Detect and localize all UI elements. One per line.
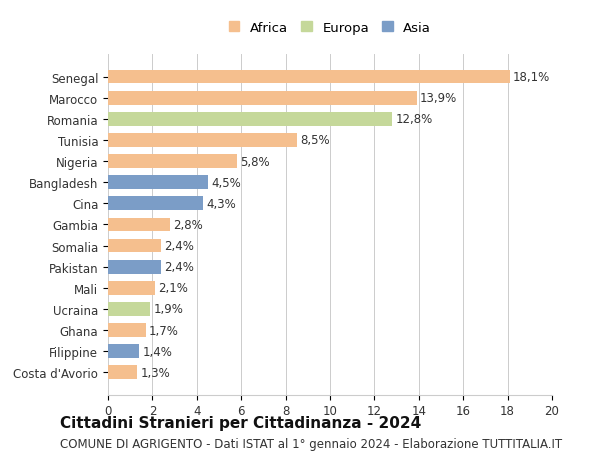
- Bar: [108, 92, 416, 105]
- Bar: [108, 302, 150, 316]
- Text: 4,5%: 4,5%: [211, 176, 241, 189]
- Bar: [108, 218, 170, 232]
- Bar: [108, 345, 139, 358]
- Legend: Africa, Europa, Asia: Africa, Europa, Asia: [225, 17, 435, 39]
- Bar: [108, 197, 203, 211]
- Text: 12,8%: 12,8%: [395, 113, 433, 126]
- Text: COMUNE DI AGRIGENTO - Dati ISTAT al 1° gennaio 2024 - Elaborazione TUTTITALIA.IT: COMUNE DI AGRIGENTO - Dati ISTAT al 1° g…: [60, 437, 562, 451]
- Text: 1,9%: 1,9%: [154, 303, 184, 316]
- Text: 1,3%: 1,3%: [140, 366, 170, 379]
- Text: 2,8%: 2,8%: [173, 218, 203, 231]
- Text: 8,5%: 8,5%: [300, 134, 329, 147]
- Bar: [108, 260, 161, 274]
- Text: 1,4%: 1,4%: [142, 345, 172, 358]
- Bar: [108, 112, 392, 126]
- Bar: [108, 71, 510, 84]
- Text: 2,4%: 2,4%: [164, 261, 194, 274]
- Text: 13,9%: 13,9%: [420, 92, 457, 105]
- Text: 1,7%: 1,7%: [149, 324, 179, 337]
- Bar: [108, 366, 137, 379]
- Text: Cittadini Stranieri per Cittadinanza - 2024: Cittadini Stranieri per Cittadinanza - 2…: [60, 415, 421, 430]
- Text: 4,3%: 4,3%: [207, 197, 236, 210]
- Bar: [108, 134, 297, 147]
- Bar: [108, 155, 237, 168]
- Bar: [108, 281, 155, 295]
- Bar: [108, 176, 208, 190]
- Bar: [108, 239, 161, 253]
- Text: 2,1%: 2,1%: [158, 282, 188, 295]
- Text: 2,4%: 2,4%: [164, 240, 194, 252]
- Text: 18,1%: 18,1%: [513, 71, 550, 84]
- Text: 5,8%: 5,8%: [240, 155, 270, 168]
- Bar: [108, 324, 146, 337]
